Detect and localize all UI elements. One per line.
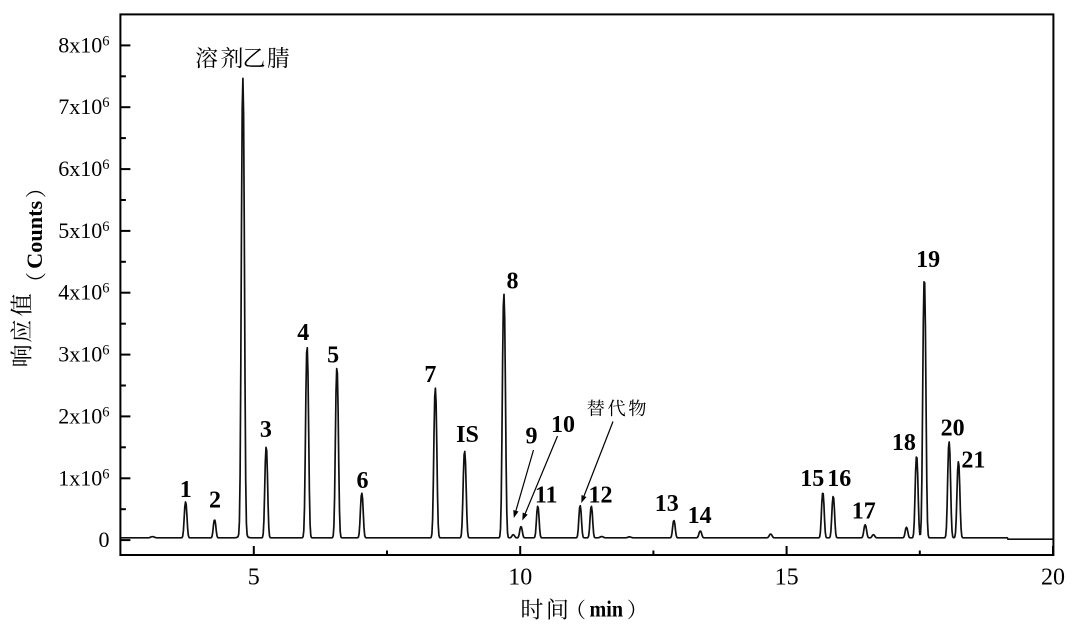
svg-text:18: 18 (892, 430, 916, 456)
svg-text:6x106: 6x106 (58, 156, 109, 181)
svg-text:15: 15 (775, 565, 799, 591)
svg-text:20: 20 (941, 415, 965, 441)
svg-text:16: 16 (827, 466, 851, 492)
svg-text:3: 3 (260, 417, 272, 443)
svg-text:5: 5 (248, 565, 260, 591)
svg-text:12: 12 (589, 482, 613, 508)
svg-text:10: 10 (508, 565, 532, 591)
svg-text:5: 5 (327, 342, 339, 368)
svg-text:4: 4 (297, 320, 309, 346)
svg-text:14: 14 (688, 503, 712, 529)
svg-text:9: 9 (526, 424, 538, 450)
svg-text:6: 6 (357, 468, 369, 494)
svg-text:IS: IS (456, 422, 479, 448)
svg-text:2x106: 2x106 (58, 403, 109, 428)
svg-text:7: 7 (424, 362, 436, 388)
svg-text:Counts: Counts (22, 200, 47, 268)
svg-text:2: 2 (209, 488, 221, 514)
svg-text:4x106: 4x106 (58, 280, 109, 305)
svg-text:1x106: 1x106 (58, 465, 109, 490)
svg-text:0: 0 (99, 527, 110, 552)
svg-text:13: 13 (655, 491, 679, 517)
svg-text:20: 20 (1041, 565, 1065, 591)
svg-text:8x106: 8x106 (58, 32, 109, 57)
svg-text:3x106: 3x106 (58, 342, 109, 367)
svg-text:17: 17 (852, 499, 876, 525)
svg-text:1: 1 (180, 477, 192, 503)
svg-text:11: 11 (535, 482, 558, 508)
svg-text:15: 15 (800, 466, 824, 492)
svg-text:10: 10 (551, 412, 575, 438)
svg-text:5x106: 5x106 (58, 218, 109, 243)
svg-text:21: 21 (961, 447, 985, 473)
svg-text:8: 8 (507, 269, 519, 295)
svg-text:min: min (590, 597, 624, 622)
svg-text:7x106: 7x106 (58, 94, 109, 119)
svg-text:19: 19 (916, 247, 940, 273)
